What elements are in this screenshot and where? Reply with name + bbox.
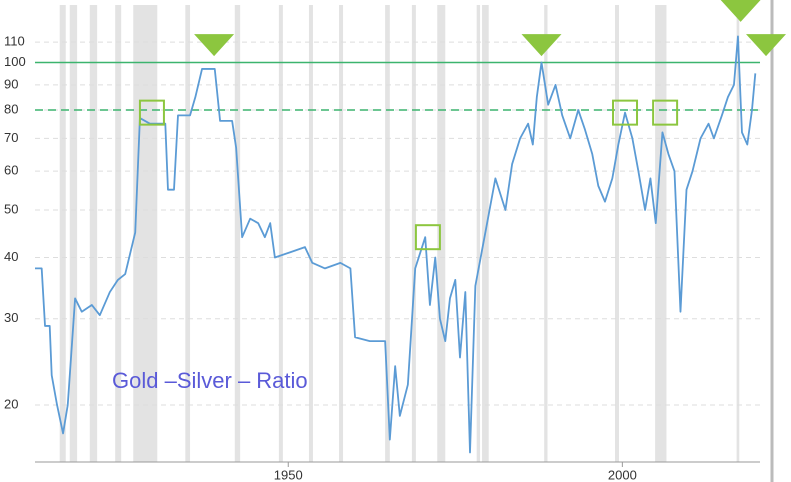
y-tick-label: 20 <box>4 396 18 411</box>
annotation: Gold –Silver – Ratio <box>112 368 308 393</box>
recession-band <box>278 5 283 462</box>
triangle-marker <box>720 0 761 22</box>
recession-band <box>69 5 78 462</box>
recession-band <box>89 5 98 462</box>
triangle-marker <box>746 34 787 57</box>
recession-band <box>615 5 620 462</box>
y-tick-label: 60 <box>4 163 18 178</box>
recession-band <box>544 5 548 462</box>
triangle-marker <box>521 34 562 57</box>
triangle-marker <box>194 34 235 57</box>
recession-band <box>308 5 313 462</box>
recession-band <box>476 5 481 462</box>
y-tick-label: 30 <box>4 310 18 325</box>
square-marker <box>652 99 679 126</box>
x-tick-label: 2000 <box>608 467 637 482</box>
y-tick-label: 110 <box>4 34 25 49</box>
square-marker <box>612 99 639 126</box>
square-marker <box>414 224 441 251</box>
y-tick-label: 70 <box>4 130 18 145</box>
y-tick-label: 90 <box>4 76 18 91</box>
recession-band <box>115 5 122 462</box>
y-tick-label: 50 <box>4 201 18 216</box>
recession-band <box>411 5 416 462</box>
square-marker <box>138 99 165 126</box>
y-tick-label: 80 <box>4 101 18 116</box>
recession-band <box>736 5 740 462</box>
y-tick-label: 40 <box>4 249 18 264</box>
y-tick-label: 100 <box>4 54 26 69</box>
recession-band <box>385 5 390 462</box>
recession-band <box>133 5 158 462</box>
recession-band <box>437 5 446 462</box>
x-tick-label: 1950 <box>274 467 303 482</box>
recession-band <box>339 5 344 462</box>
recession-band <box>655 5 667 462</box>
recession-band <box>59 5 66 462</box>
recession-band <box>234 5 241 462</box>
recession-band <box>185 5 191 462</box>
